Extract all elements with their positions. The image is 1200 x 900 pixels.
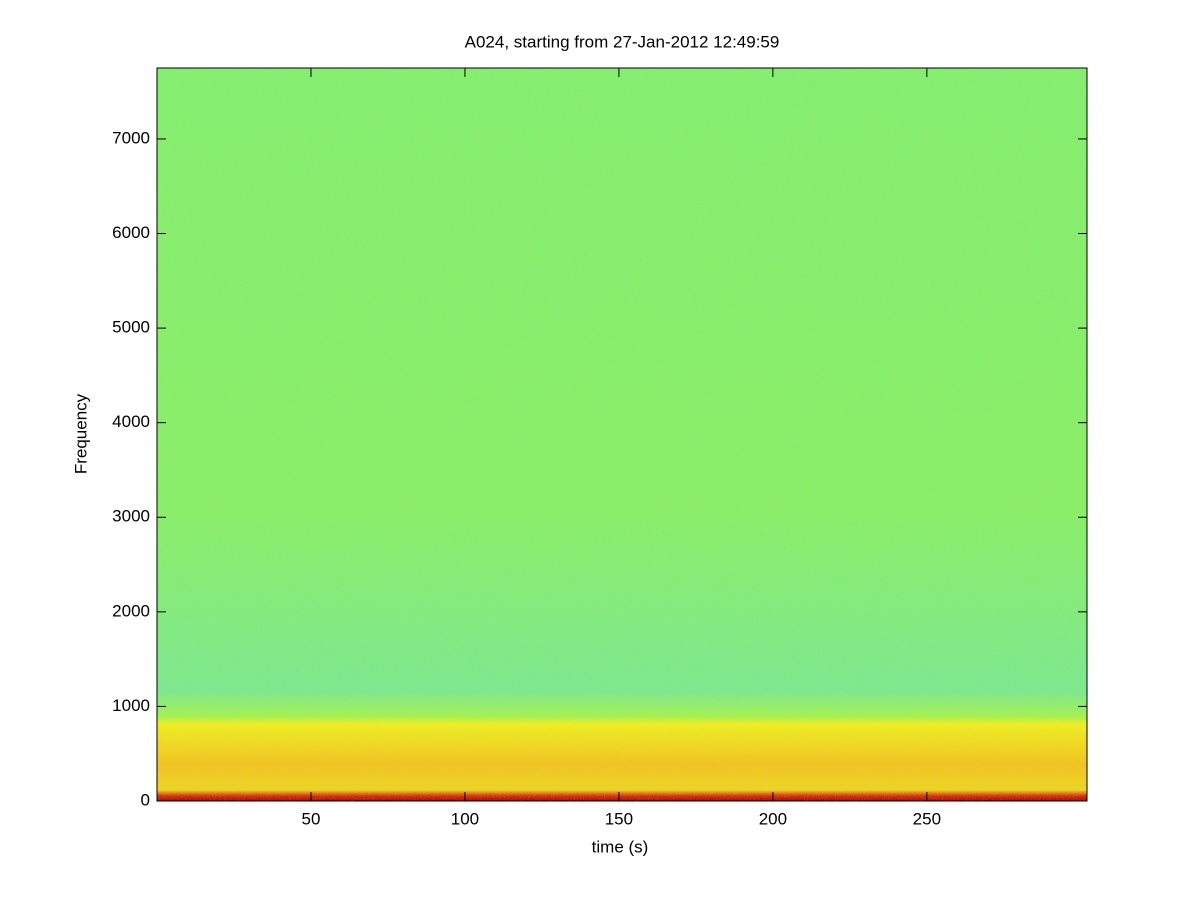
x-tick-label: 100 (451, 809, 479, 828)
y-tick-label: 0 (141, 790, 150, 809)
plot-frame (156, 67, 1088, 802)
spectrogram-image (157, 68, 1087, 801)
x-axis-label: time (s) (592, 837, 649, 856)
y-tick-label: 6000 (112, 223, 150, 242)
y-tick-label: 1000 (112, 696, 150, 715)
y-tick-label: 3000 (112, 507, 150, 526)
y-tick-label: 7000 (112, 128, 150, 147)
chart-title: A024, starting from 27-Jan-2012 12:49:59 (465, 32, 780, 51)
x-tick-label: 200 (759, 809, 787, 828)
x-tick-label: 150 (605, 809, 633, 828)
y-tick-label: 2000 (112, 601, 150, 620)
y-tick-label: 4000 (112, 412, 150, 431)
x-tick-label: 50 (302, 809, 321, 828)
y-tick-label: 5000 (112, 318, 150, 337)
y-axis-label: Frequency (71, 393, 90, 474)
x-tick-label: 250 (913, 809, 941, 828)
